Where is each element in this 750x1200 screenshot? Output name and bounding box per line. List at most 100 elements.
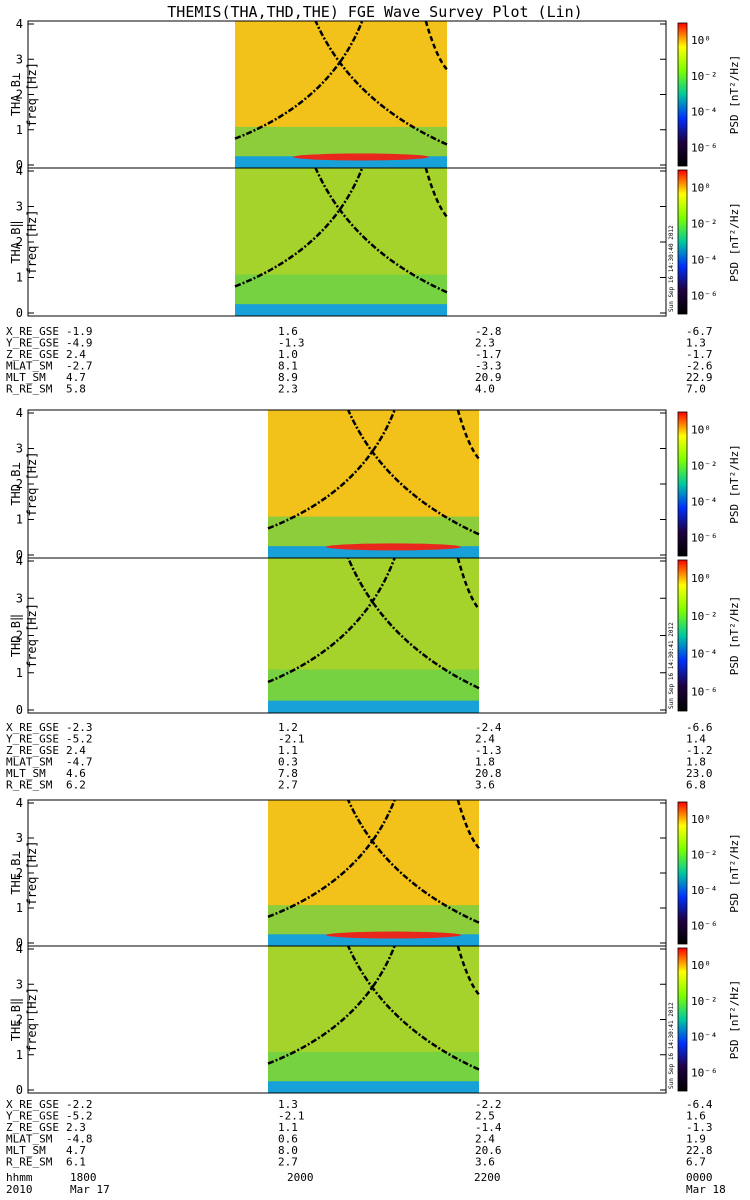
panel-label: THE B⊥ (9, 851, 23, 894)
cyclotron-curve (347, 799, 480, 924)
cyclotron-curve (456, 409, 480, 460)
orbit-row: Y_RE_GSE -5.2 -2.1 2.5 1.6 (6, 1110, 706, 1123)
orbit-row: R_RE_SM 5.8 2.3 4.0 7.0 (6, 383, 706, 396)
spectrogram-panel: 0 1 2 3 4 THA B⊥ freq [Hz] 10⁰ 10⁻² 10⁻⁴ 10⁻⁶ PSD [… (9, 17, 741, 172)
orbit-row-value: 6.1 (66, 1156, 86, 1169)
spectrogram-panel: 0 1 2 3 4 THE B‖ freq [Hz] 10⁰ 10⁻² 10⁻⁴ 10⁻⁶ PSD [… (9, 942, 741, 1097)
orbit-row-label: R_RE_SM (6, 779, 53, 792)
orbit-row-value: -5.2 (66, 1110, 93, 1123)
orbit-row: MLT_SM 4.7 8.0 20.6 22.8 (6, 1144, 713, 1157)
orbit-row-value: 5.8 (66, 383, 86, 396)
y-tick-label: 0 (16, 306, 23, 320)
orbit-row-value: 4.7 (66, 371, 86, 384)
orbit-row-value: 2.3 (66, 1121, 86, 1134)
y-axis-label: freq [Hz] (25, 451, 39, 516)
orbit-row-value: 4.6 (66, 767, 86, 780)
y-tick-label: 4 (16, 406, 23, 420)
cyclotron-curve (347, 557, 480, 690)
baseline-band (235, 156, 447, 168)
y-tick-label: 1 (16, 123, 23, 137)
orbit-row-value: 8.0 (278, 1144, 298, 1157)
y-tick-label: 1 (16, 666, 23, 680)
colorbar-tick-label: 10⁻⁶ (691, 1066, 718, 1079)
orbit-row-value: 1.4 (686, 733, 706, 746)
baseline-band (268, 1081, 479, 1093)
orbit-row-value: 7.0 (686, 383, 706, 396)
orbit-row-label: MLT_SM (6, 1144, 46, 1157)
orbit-row-value: 3.6 (475, 779, 495, 792)
colorbar-tick-label: 10⁻² (691, 995, 718, 1008)
colorbar-label: PSD [nT²/Hz] (728, 55, 741, 134)
cyclotron-curve (267, 945, 396, 1065)
orbit-row-value: 2.4 (66, 348, 86, 361)
cyclotron-curve (267, 409, 396, 530)
y-tick-label: 0 (16, 1083, 23, 1097)
orbit-row-value: 1.1 (278, 744, 298, 757)
orbit-row-value: -6.4 (686, 1098, 713, 1111)
orbit-row-value: 7.8 (278, 767, 298, 780)
orbit-row: MLAT_SM -4.8 0.6 2.4 1.9 (6, 1133, 706, 1146)
orbit-row-value: -2.2 (475, 1098, 502, 1111)
y-tick-label: 3 (16, 977, 23, 991)
colorbar (677, 169, 688, 315)
orbit-row: Y_RE_GSE -5.2 -2.1 2.4 1.4 (6, 733, 706, 746)
orbit-row-value: -5.2 (66, 733, 93, 746)
orbit-row: X_RE_GSE -1.9 1.6 -2.8 -6.7 (6, 325, 713, 338)
orbit-row: X_RE_GSE -2.3 1.2 -2.4 -6.6 (6, 721, 713, 734)
orbit-row-value: 0.6 (278, 1133, 298, 1146)
time-tick-label: 1800 (70, 1171, 97, 1184)
orbit-row: MLT_SM 4.6 7.8 20.8 23.0 (6, 767, 713, 780)
colorbar-label: PSD [nT²/Hz] (728, 980, 741, 1059)
baseline-band (268, 700, 479, 713)
figure-title: THEMIS(THA,THD,THE) FGE Wave Survey Plot… (167, 3, 582, 21)
orbit-row-label: Y_RE_GSE (6, 1110, 59, 1123)
orbit-row-label: Y_RE_GSE (6, 733, 59, 746)
time-tick-label: 2200 (474, 1171, 501, 1184)
panel-label: THE B‖ (9, 998, 23, 1041)
orbit-row-value: 1.6 (686, 1110, 706, 1123)
panel-label: THA B⊥ (9, 73, 23, 116)
time-tick-label: 2000 (287, 1171, 314, 1184)
colorbar (677, 559, 688, 712)
orbit-row-value: 2.7 (278, 1156, 298, 1169)
colorbar-tick-label: 10⁻⁴ (691, 253, 718, 266)
y-tick-label: 1 (16, 901, 23, 915)
orbit-row-label: Z_RE_GSE (6, 1121, 59, 1134)
spectrogram-panel: 0 1 2 3 4 THD B⊥ freq [Hz] 10⁰ 10⁻² 10⁻⁴ 10⁻⁶ PSD [… (9, 406, 741, 562)
panel-label: THD B⊥ (9, 462, 23, 505)
orbit-row-value: 4.7 (66, 1144, 86, 1157)
orbit-row-value: -2.2 (66, 1098, 93, 1111)
y-tick-label: 1 (16, 271, 23, 285)
orbit-row-value: -2.4 (475, 721, 502, 734)
cyclotron-curve (456, 945, 480, 996)
y-tick-label: 2 (16, 88, 23, 102)
panel-label: THA B‖ (9, 220, 23, 263)
colorbar (677, 22, 688, 167)
timestamp: Sun Sep 16 14:30:41 2012 (668, 1002, 675, 1089)
colorbar-tick-label: 10⁰ (691, 572, 711, 585)
baseline-band (268, 934, 479, 946)
timestamp: Sun Sep 16 14:30:40 2012 (668, 225, 675, 312)
cyclotron-curve (234, 167, 364, 288)
orbit-row-value: 2.4 (66, 744, 86, 757)
orbit-row: R_RE_SM 6.2 2.7 3.6 6.8 (6, 779, 706, 792)
colorbar (677, 411, 688, 557)
colorbar (677, 801, 688, 945)
colorbar-label: PSD [nT²/Hz] (728, 596, 741, 675)
orbit-row-value: 1.3 (686, 337, 706, 350)
orbit-row: Z_RE_GSE 2.4 1.0 -1.7 -1.7 (6, 348, 713, 361)
colorbar-tick-label: 10⁻² (691, 610, 718, 623)
orbit-row-value: 6.2 (66, 779, 86, 792)
cyclotron-curve (456, 799, 480, 850)
colorbar-tick-label: 10⁻⁶ (691, 289, 718, 302)
y-axis-label: freq [Hz] (25, 603, 39, 668)
orbit-row-value: 2.3 (278, 383, 298, 396)
orbit-row-value: 20.9 (475, 371, 502, 384)
colorbar-tick-label: 10⁻⁴ (691, 648, 718, 661)
y-tick-label: 2 (16, 1013, 23, 1027)
baseline-band (235, 304, 447, 316)
start-date-label: Mar 17 (70, 1183, 110, 1196)
y-axis-label: freq [Hz] (25, 987, 39, 1052)
